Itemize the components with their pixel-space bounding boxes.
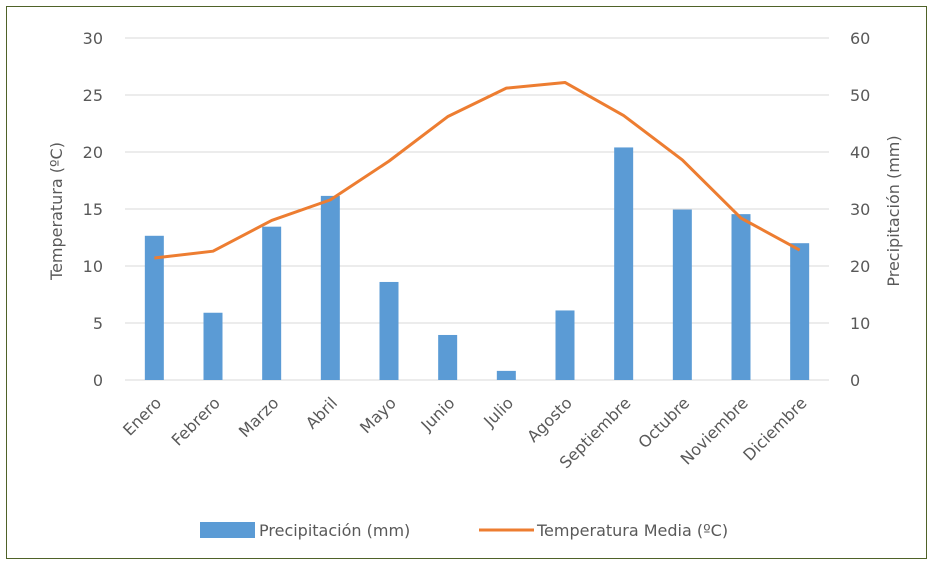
precipitation-bar [144, 235, 164, 380]
x-tick-label: Diciembre [739, 393, 810, 464]
precipitation-bar [379, 281, 399, 380]
right-tick-label: 10 [850, 314, 870, 333]
x-tick-label: Febrero [168, 393, 224, 449]
left-axis-ticks: 0 5 10 15 20 25 30 [83, 29, 103, 390]
legend-temperature-label: Temperatura Media (ºC) [536, 521, 728, 540]
right-axis-title: Precipitación (mm) [884, 135, 903, 286]
x-tick-label: Marzo [235, 393, 283, 441]
precipitation-bar [203, 312, 223, 380]
x-tick-label: Junio [417, 393, 459, 435]
temperature-line [154, 80, 801, 260]
x-axis-ticks: Enero Febrero Marzo Abril Mayo Junio Julio Agos… [119, 393, 810, 472]
precipitation-bar [790, 243, 810, 380]
precipitation-bars [144, 147, 810, 380]
legend: Precipitación (mm) Temperatura Media (ºC… [200, 521, 728, 540]
right-tick-label: 20 [850, 257, 870, 276]
precipitation-bar [555, 310, 575, 380]
left-tick-label: 30 [83, 29, 103, 48]
precipitation-bar [320, 195, 340, 380]
x-tick-label: Abril [302, 393, 341, 432]
left-tick-label: 5 [93, 314, 103, 333]
legend-precipitation-label: Precipitación (mm) [259, 521, 410, 540]
left-axis-title: Temperatura (ºC) [47, 142, 66, 281]
left-tick-label: 10 [83, 257, 103, 276]
left-tick-label: 25 [83, 86, 103, 105]
left-tick-label: 20 [83, 143, 103, 162]
x-tick-label: Mayo [356, 393, 400, 437]
precipitation-bar [731, 214, 751, 380]
x-tick-label: Agosto [523, 393, 576, 446]
x-tick-label: Octubre [634, 393, 693, 452]
left-tick-label: 0 [93, 371, 103, 390]
precipitation-bar [614, 147, 634, 380]
precipitation-bar [438, 334, 458, 380]
precipitation-bar [496, 370, 516, 380]
gridlines [125, 37, 829, 381]
precipitation-bar [262, 226, 282, 380]
right-tick-label: 0 [850, 371, 860, 390]
legend-precipitation-swatch [200, 522, 255, 538]
right-tick-label: 50 [850, 86, 870, 105]
right-tick-label: 60 [850, 29, 870, 48]
chart-frame: 0 5 10 15 20 25 30 0 10 20 30 40 50 60 Enero Febrero M… [6, 6, 927, 559]
left-tick-label: 15 [83, 200, 103, 219]
x-tick-label: Julio [479, 393, 517, 431]
right-axis-ticks: 0 10 20 30 40 50 60 [850, 29, 870, 390]
precipitation-bar [672, 209, 692, 380]
x-tick-label: Enero [119, 393, 165, 439]
right-tick-label: 30 [850, 200, 870, 219]
right-tick-label: 40 [850, 143, 870, 162]
temperature-line-group [154, 80, 801, 260]
